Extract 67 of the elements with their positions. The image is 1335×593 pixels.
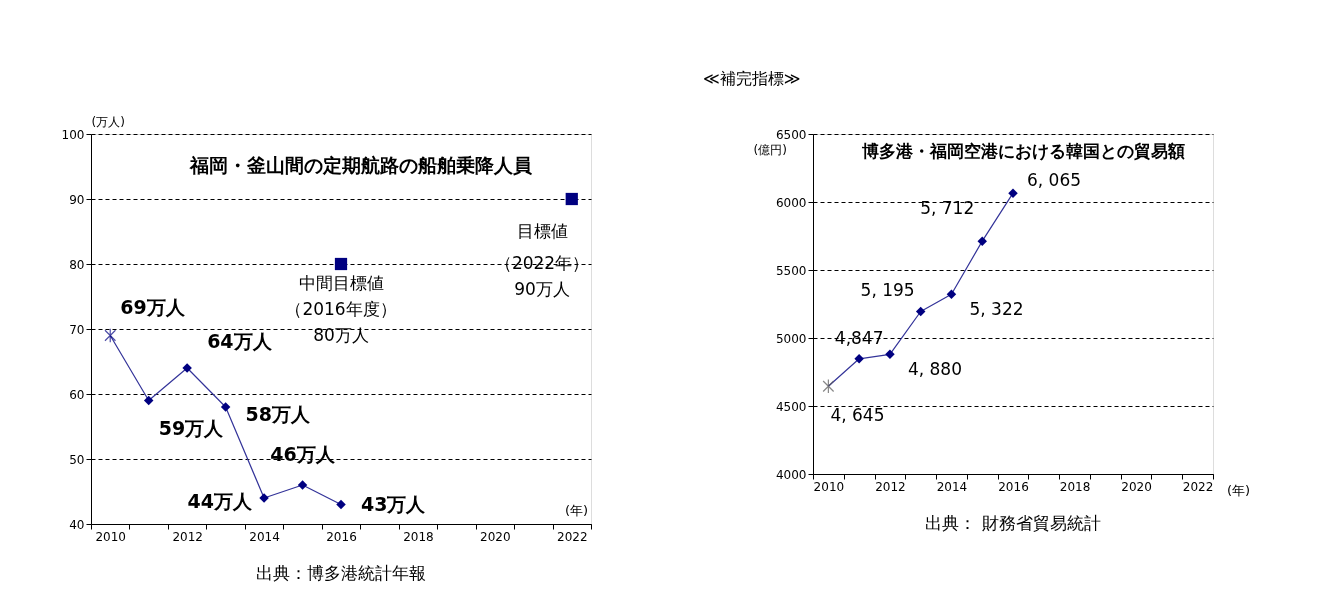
data-label: 6, 065 [1027, 170, 1082, 191]
point [297, 480, 308, 490]
point [915, 306, 926, 317]
y-tick-label: 90 [69, 192, 85, 207]
data-label: 5, 322 [969, 299, 1024, 320]
x-tick-label: 2020 [1121, 479, 1152, 494]
y-tick-label: 40 [69, 517, 85, 532]
y-axis-title: (億円) [753, 142, 787, 157]
chart-title: 博多港・福岡空港における韓国との貿易額 [860, 141, 1185, 161]
data-label: 43万人 [361, 492, 427, 515]
point [822, 378, 835, 394]
data-label: 5, 195 [860, 280, 915, 301]
x-tick-label: 2018 [403, 529, 434, 544]
y-tick-label: 6000 [775, 195, 807, 210]
x-tick-label: 2018 [1059, 479, 1091, 494]
x-tick-label: 2022 [557, 529, 588, 544]
x-tick-label: 2010 [813, 479, 845, 494]
y-tick-label: 6500 [775, 127, 807, 142]
x-tick-label: 2020 [480, 529, 511, 544]
annotation: （2016年度） [285, 299, 397, 319]
y-tick-label: 5000 [775, 331, 807, 346]
point [977, 236, 987, 246]
point [854, 354, 864, 364]
data-label: 58万人 [245, 403, 312, 425]
x-tick-label: 2016 [326, 529, 357, 544]
point [565, 192, 578, 206]
x-axis-title: (年) [1226, 482, 1251, 498]
source-note: 出典：博多港統計年報 [256, 563, 426, 583]
data-label: 44万人 [187, 490, 254, 512]
x-tick-label: 2012 [875, 479, 906, 494]
data-label: 4, 645 [830, 405, 885, 426]
y-tick-label: 5500 [775, 263, 807, 278]
data-label: 59万人 [158, 416, 225, 439]
annotation: 目標値 [516, 221, 568, 241]
annotation: 80万人 [313, 325, 369, 345]
data-label: 4, 880 [907, 359, 962, 380]
data-label: 64万人 [207, 330, 273, 352]
x-tick-label: 2012 [172, 529, 203, 544]
point [946, 289, 957, 299]
y-tick-label: 4500 [775, 399, 807, 414]
point [334, 257, 348, 271]
x-tick-label: 2022 [1182, 479, 1214, 494]
text: 福岡・釜山間の定期航路の船舶乗降人員 [189, 154, 532, 176]
y-tick-label: 60 [69, 387, 85, 402]
data-label: 69万人 [120, 295, 186, 318]
point [143, 395, 154, 406]
x-tick-label: 2014 [249, 529, 280, 544]
point [336, 499, 346, 510]
x-tick-label: 2010 [95, 529, 126, 544]
annotation: 中間目標値 [298, 273, 384, 293]
y-tick-label: 50 [69, 452, 85, 467]
y-axis-title: (万人) [91, 114, 125, 129]
point [104, 328, 117, 343]
y-tick-label: 70 [69, 322, 85, 337]
point [885, 349, 895, 360]
data-label: 46万人 [270, 443, 336, 465]
chart-subtitle: ≪補完指標≫ [703, 69, 801, 88]
y-tick-label: 4000 [775, 467, 807, 482]
y-tick-label: 80 [69, 257, 85, 272]
data-label: 4,847 [834, 327, 884, 348]
source-note: 出典： 財務省貿易統計 [925, 513, 1101, 533]
point [220, 402, 231, 412]
x-tick-label: 2016 [998, 479, 1029, 494]
x-tick-label: 2014 [936, 479, 968, 494]
x-axis-title: (年) [564, 502, 589, 518]
y-tick-label: 100 [61, 127, 85, 142]
annotation: 90万人 [514, 279, 570, 299]
